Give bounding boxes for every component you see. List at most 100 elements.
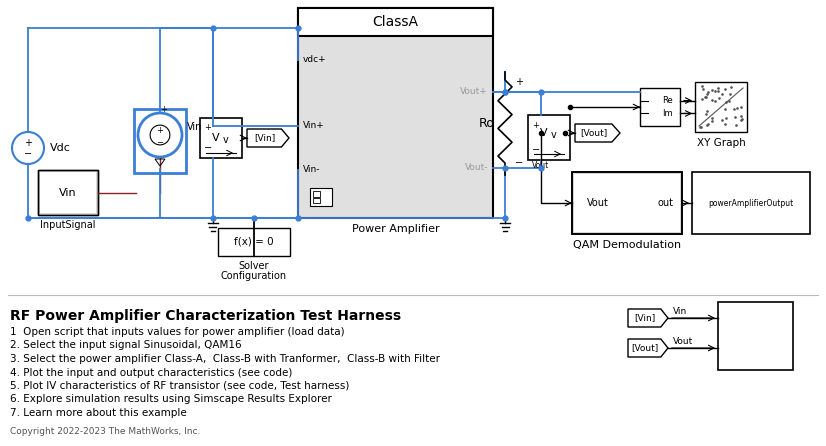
Bar [313, 198, 320, 203]
Polygon shape [628, 309, 668, 327]
Text: [Vin]: [Vin] [634, 314, 656, 322]
Bar [38, 170, 98, 215]
Polygon shape [575, 124, 620, 142]
Text: Re: Re [662, 96, 672, 105]
Point [701, 88, 714, 95]
Circle shape [12, 132, 44, 164]
Text: +: + [157, 126, 164, 135]
Text: Vout: Vout [587, 198, 609, 208]
Text: Copyright 2022-2023 The MathWorks, Inc.: Copyright 2022-2023 The MathWorks, Inc. [10, 428, 201, 437]
Text: +: + [532, 120, 539, 129]
Circle shape [138, 113, 182, 157]
Text: XY Graph: XY Graph [696, 138, 745, 148]
Point [719, 115, 733, 122]
Bar [134, 109, 186, 173]
Text: −: − [532, 145, 540, 155]
Bar [640, 88, 680, 126]
Bar [38, 170, 98, 215]
Bar [572, 172, 682, 234]
Text: Power Amplifier: Power Amplifier [352, 224, 439, 234]
Text: Vout+: Vout+ [460, 87, 488, 96]
Point [711, 84, 724, 91]
Point [699, 94, 712, 101]
Point [700, 107, 714, 115]
Text: Vin+: Vin+ [303, 121, 325, 131]
Text: 6. Explore simulation results using Simscape Results Explorer: 6. Explore simulation results using Sims… [10, 395, 332, 405]
Text: V: V [212, 133, 220, 143]
Text: Im: Im [662, 109, 672, 118]
Text: RF Power Amplifier Characterization Test Harness: RF Power Amplifier Characterization Test… [10, 309, 401, 323]
Point [700, 93, 713, 100]
Point [719, 105, 732, 112]
Point [693, 123, 706, 130]
Text: Vdc: Vdc [50, 143, 71, 153]
Point [724, 90, 737, 97]
Bar [574, 174, 680, 232]
Bar [218, 228, 290, 256]
Text: v: v [223, 135, 229, 145]
Text: 2. Select the input signal Sinusoidal, QAM16: 2. Select the input signal Sinusoidal, Q… [10, 340, 242, 351]
Point [715, 91, 729, 98]
Text: Configuration: Configuration [221, 271, 287, 281]
Point [705, 86, 719, 93]
Text: f(x) = 0: f(x) = 0 [235, 237, 273, 247]
Bar [298, 8, 493, 36]
Text: [Vin]: [Vin] [254, 133, 276, 143]
Text: v: v [551, 130, 557, 140]
Text: Vout-: Vout- [464, 164, 488, 173]
Bar [200, 118, 242, 158]
Point [727, 105, 740, 112]
Text: 5. Plot IV characteristics of RF transistor (see code, Test harness): 5. Plot IV characteristics of RF transis… [10, 381, 349, 391]
Text: Solver: Solver [239, 261, 269, 271]
Text: 3. Select the power amplifier Class-A,  Class-B with Tranformer,  Class-B with F: 3. Select the power amplifier Class-A, C… [10, 354, 440, 364]
Text: 7. Learn more about this example: 7. Learn more about this example [10, 408, 187, 418]
Bar [310, 188, 332, 206]
Point [700, 91, 713, 98]
Text: V: V [540, 128, 548, 138]
Point [719, 99, 733, 106]
Text: Vin: Vin [59, 187, 77, 198]
Point [705, 117, 719, 124]
Point [724, 84, 738, 91]
Bar [313, 191, 320, 197]
Text: +: + [204, 124, 211, 132]
Bar [528, 115, 570, 160]
Point [735, 112, 748, 119]
Text: out: out [657, 198, 673, 208]
Point [719, 86, 732, 93]
Text: Vout: Vout [532, 161, 549, 169]
Text: Vin: Vin [673, 306, 687, 315]
Text: InputSignal: InputSignal [40, 220, 96, 230]
Point [715, 116, 729, 123]
Point [728, 113, 741, 120]
Text: −: − [156, 138, 164, 147]
Text: Vin-: Vin- [303, 165, 320, 174]
Text: Ro: Ro [479, 117, 495, 130]
Text: −: − [24, 149, 32, 159]
Point [696, 86, 710, 93]
Point [700, 121, 714, 128]
Point [734, 117, 748, 124]
Text: vdc+: vdc+ [303, 55, 326, 65]
Text: Vout: Vout [673, 336, 693, 346]
Bar [298, 8, 493, 218]
Text: 1  Open script that inputs values for power amplifier (load data): 1 Open script that inputs values for pow… [10, 327, 344, 337]
Text: Vin: Vin [187, 122, 202, 132]
Point [735, 115, 748, 122]
Polygon shape [628, 339, 668, 357]
Point [695, 83, 709, 90]
Text: +: + [24, 138, 32, 148]
Bar [572, 172, 682, 234]
Point [723, 98, 736, 105]
Point [709, 87, 722, 95]
Text: +: + [515, 77, 523, 87]
Point [695, 124, 708, 131]
Bar [695, 82, 747, 132]
Text: −: − [204, 143, 212, 153]
Point [734, 103, 748, 110]
Text: powerAmplifierOutput: powerAmplifierOutput [709, 198, 794, 207]
Text: [Vout]: [Vout] [632, 343, 659, 352]
Text: −: − [515, 158, 523, 168]
Point [719, 120, 732, 128]
Point [713, 94, 726, 101]
